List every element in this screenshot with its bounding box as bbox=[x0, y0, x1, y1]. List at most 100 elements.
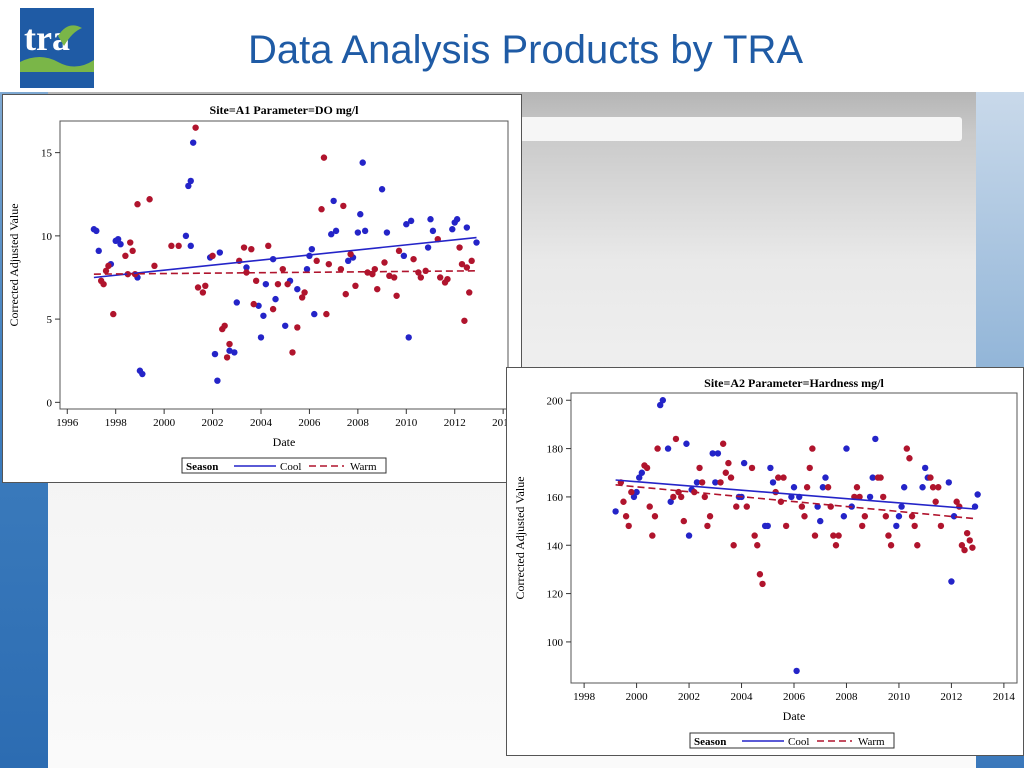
data-point-warm bbox=[274, 280, 282, 288]
data-point-warm bbox=[798, 503, 806, 510]
data-point-cool bbox=[712, 479, 719, 486]
data-point-cool bbox=[378, 186, 386, 193]
chart-hardness: Site=A2 Parameter=Hardness mg/l 1998 2000 2… bbox=[506, 367, 1024, 756]
data-point-cool bbox=[429, 227, 437, 235]
data-point-cool bbox=[328, 231, 335, 238]
data-point-cool bbox=[449, 226, 456, 233]
legend-title: Season bbox=[694, 736, 726, 748]
data-point-warm bbox=[696, 464, 703, 472]
data-point-warm bbox=[835, 532, 842, 539]
data-point-warm bbox=[371, 265, 379, 273]
data-point-cool bbox=[255, 302, 262, 309]
data-point-cool bbox=[405, 334, 412, 341]
data-point-cool bbox=[272, 295, 279, 303]
data-point-warm bbox=[961, 546, 968, 554]
data-point-warm bbox=[725, 459, 732, 467]
data-point-warm bbox=[722, 469, 729, 476]
data-point-warm bbox=[956, 503, 963, 510]
data-point-cool bbox=[357, 211, 364, 218]
data-point-cool bbox=[189, 139, 197, 146]
data-point-cool bbox=[344, 257, 352, 265]
data-point-warm bbox=[122, 252, 129, 260]
data-point-warm bbox=[969, 544, 976, 551]
data-point-cool bbox=[633, 488, 640, 496]
chart-hardness-svg: Site=A2 Parameter=Hardness mg/l 1998 2000 2… bbox=[513, 376, 1018, 749]
data-point-warm bbox=[643, 464, 651, 472]
x-tick-label: 2010 bbox=[395, 417, 418, 429]
data-point-cool bbox=[139, 370, 146, 378]
data-point-cool bbox=[424, 244, 432, 251]
data-point-warm bbox=[937, 522, 945, 530]
data-point-warm bbox=[289, 349, 296, 356]
data-point-cool bbox=[262, 280, 270, 288]
x-tick-label: 2008 bbox=[835, 691, 858, 703]
data-point-cool bbox=[945, 479, 952, 486]
x-tick-label: 2006 bbox=[298, 417, 321, 429]
data-point-cool bbox=[243, 264, 250, 271]
data-point-warm bbox=[250, 300, 257, 308]
data-point-warm bbox=[853, 484, 861, 491]
x-tick-label: 2012 bbox=[940, 691, 962, 703]
data-point-cool bbox=[814, 503, 821, 510]
data-point-warm bbox=[320, 154, 328, 161]
data-point-warm bbox=[672, 435, 680, 443]
data-point-cool bbox=[359, 159, 366, 166]
data-point-warm bbox=[110, 310, 117, 318]
data-point-warm bbox=[719, 440, 727, 447]
data-point-warm bbox=[932, 498, 939, 505]
data-point-cool bbox=[869, 474, 876, 481]
legend-label-warm: Warm bbox=[858, 736, 885, 748]
data-point-warm bbox=[754, 542, 761, 549]
legend-label-warm: Warm bbox=[350, 461, 377, 473]
data-point-warm bbox=[775, 474, 782, 481]
data-point-cool bbox=[216, 249, 224, 256]
data-point-cool bbox=[843, 445, 850, 452]
data-point-warm bbox=[381, 259, 388, 266]
data-point-warm bbox=[622, 513, 630, 520]
data-point-warm bbox=[390, 274, 398, 281]
y-tick-label: 160 bbox=[547, 492, 564, 504]
data-point-warm bbox=[102, 267, 110, 275]
data-point-cool bbox=[308, 245, 316, 253]
data-point-warm bbox=[882, 513, 890, 520]
data-point-warm bbox=[809, 445, 816, 452]
data-point-warm bbox=[410, 255, 417, 263]
data-point-cool bbox=[294, 285, 301, 293]
data-point-warm bbox=[927, 474, 934, 481]
data-point-cool bbox=[709, 450, 716, 457]
data-point-warm bbox=[374, 285, 381, 293]
data-point-warm bbox=[395, 247, 403, 255]
data-point-warm bbox=[651, 513, 659, 520]
data-point-cool bbox=[667, 498, 674, 505]
data-point-cool bbox=[185, 182, 192, 190]
data-point-warm bbox=[908, 513, 916, 520]
data-point-cool bbox=[822, 474, 829, 481]
plot-area bbox=[59, 120, 509, 410]
data-point-warm bbox=[751, 532, 758, 539]
data-point-warm bbox=[780, 474, 787, 481]
data-point-cool bbox=[895, 513, 903, 520]
data-point-cool bbox=[233, 299, 240, 306]
x-tick-label: 2012 bbox=[444, 417, 466, 429]
data-point-warm bbox=[458, 260, 466, 268]
data-point-warm bbox=[880, 493, 887, 501]
trend-line-warm bbox=[93, 270, 477, 275]
data-point-warm bbox=[243, 269, 250, 276]
data-point-warm bbox=[748, 464, 756, 472]
data-point-warm bbox=[620, 498, 627, 505]
data-point-warm bbox=[199, 289, 207, 296]
data-point-cool bbox=[187, 242, 194, 250]
x-tick-label: 1998 bbox=[573, 691, 596, 703]
data-point-cool bbox=[893, 522, 900, 530]
data-point-cool bbox=[403, 221, 410, 228]
legend-label-cool: Cool bbox=[280, 461, 301, 473]
data-point-warm bbox=[369, 270, 376, 278]
data-point-warm bbox=[466, 289, 473, 296]
data-point-warm bbox=[100, 280, 107, 288]
legend-label-cool: Cool bbox=[788, 736, 809, 748]
y-tick-label: 100 bbox=[547, 637, 564, 649]
data-point-cool bbox=[93, 227, 100, 235]
data-point-warm bbox=[192, 124, 199, 131]
data-point-cool bbox=[817, 517, 824, 525]
x-tick-label: 2002 bbox=[678, 691, 700, 703]
